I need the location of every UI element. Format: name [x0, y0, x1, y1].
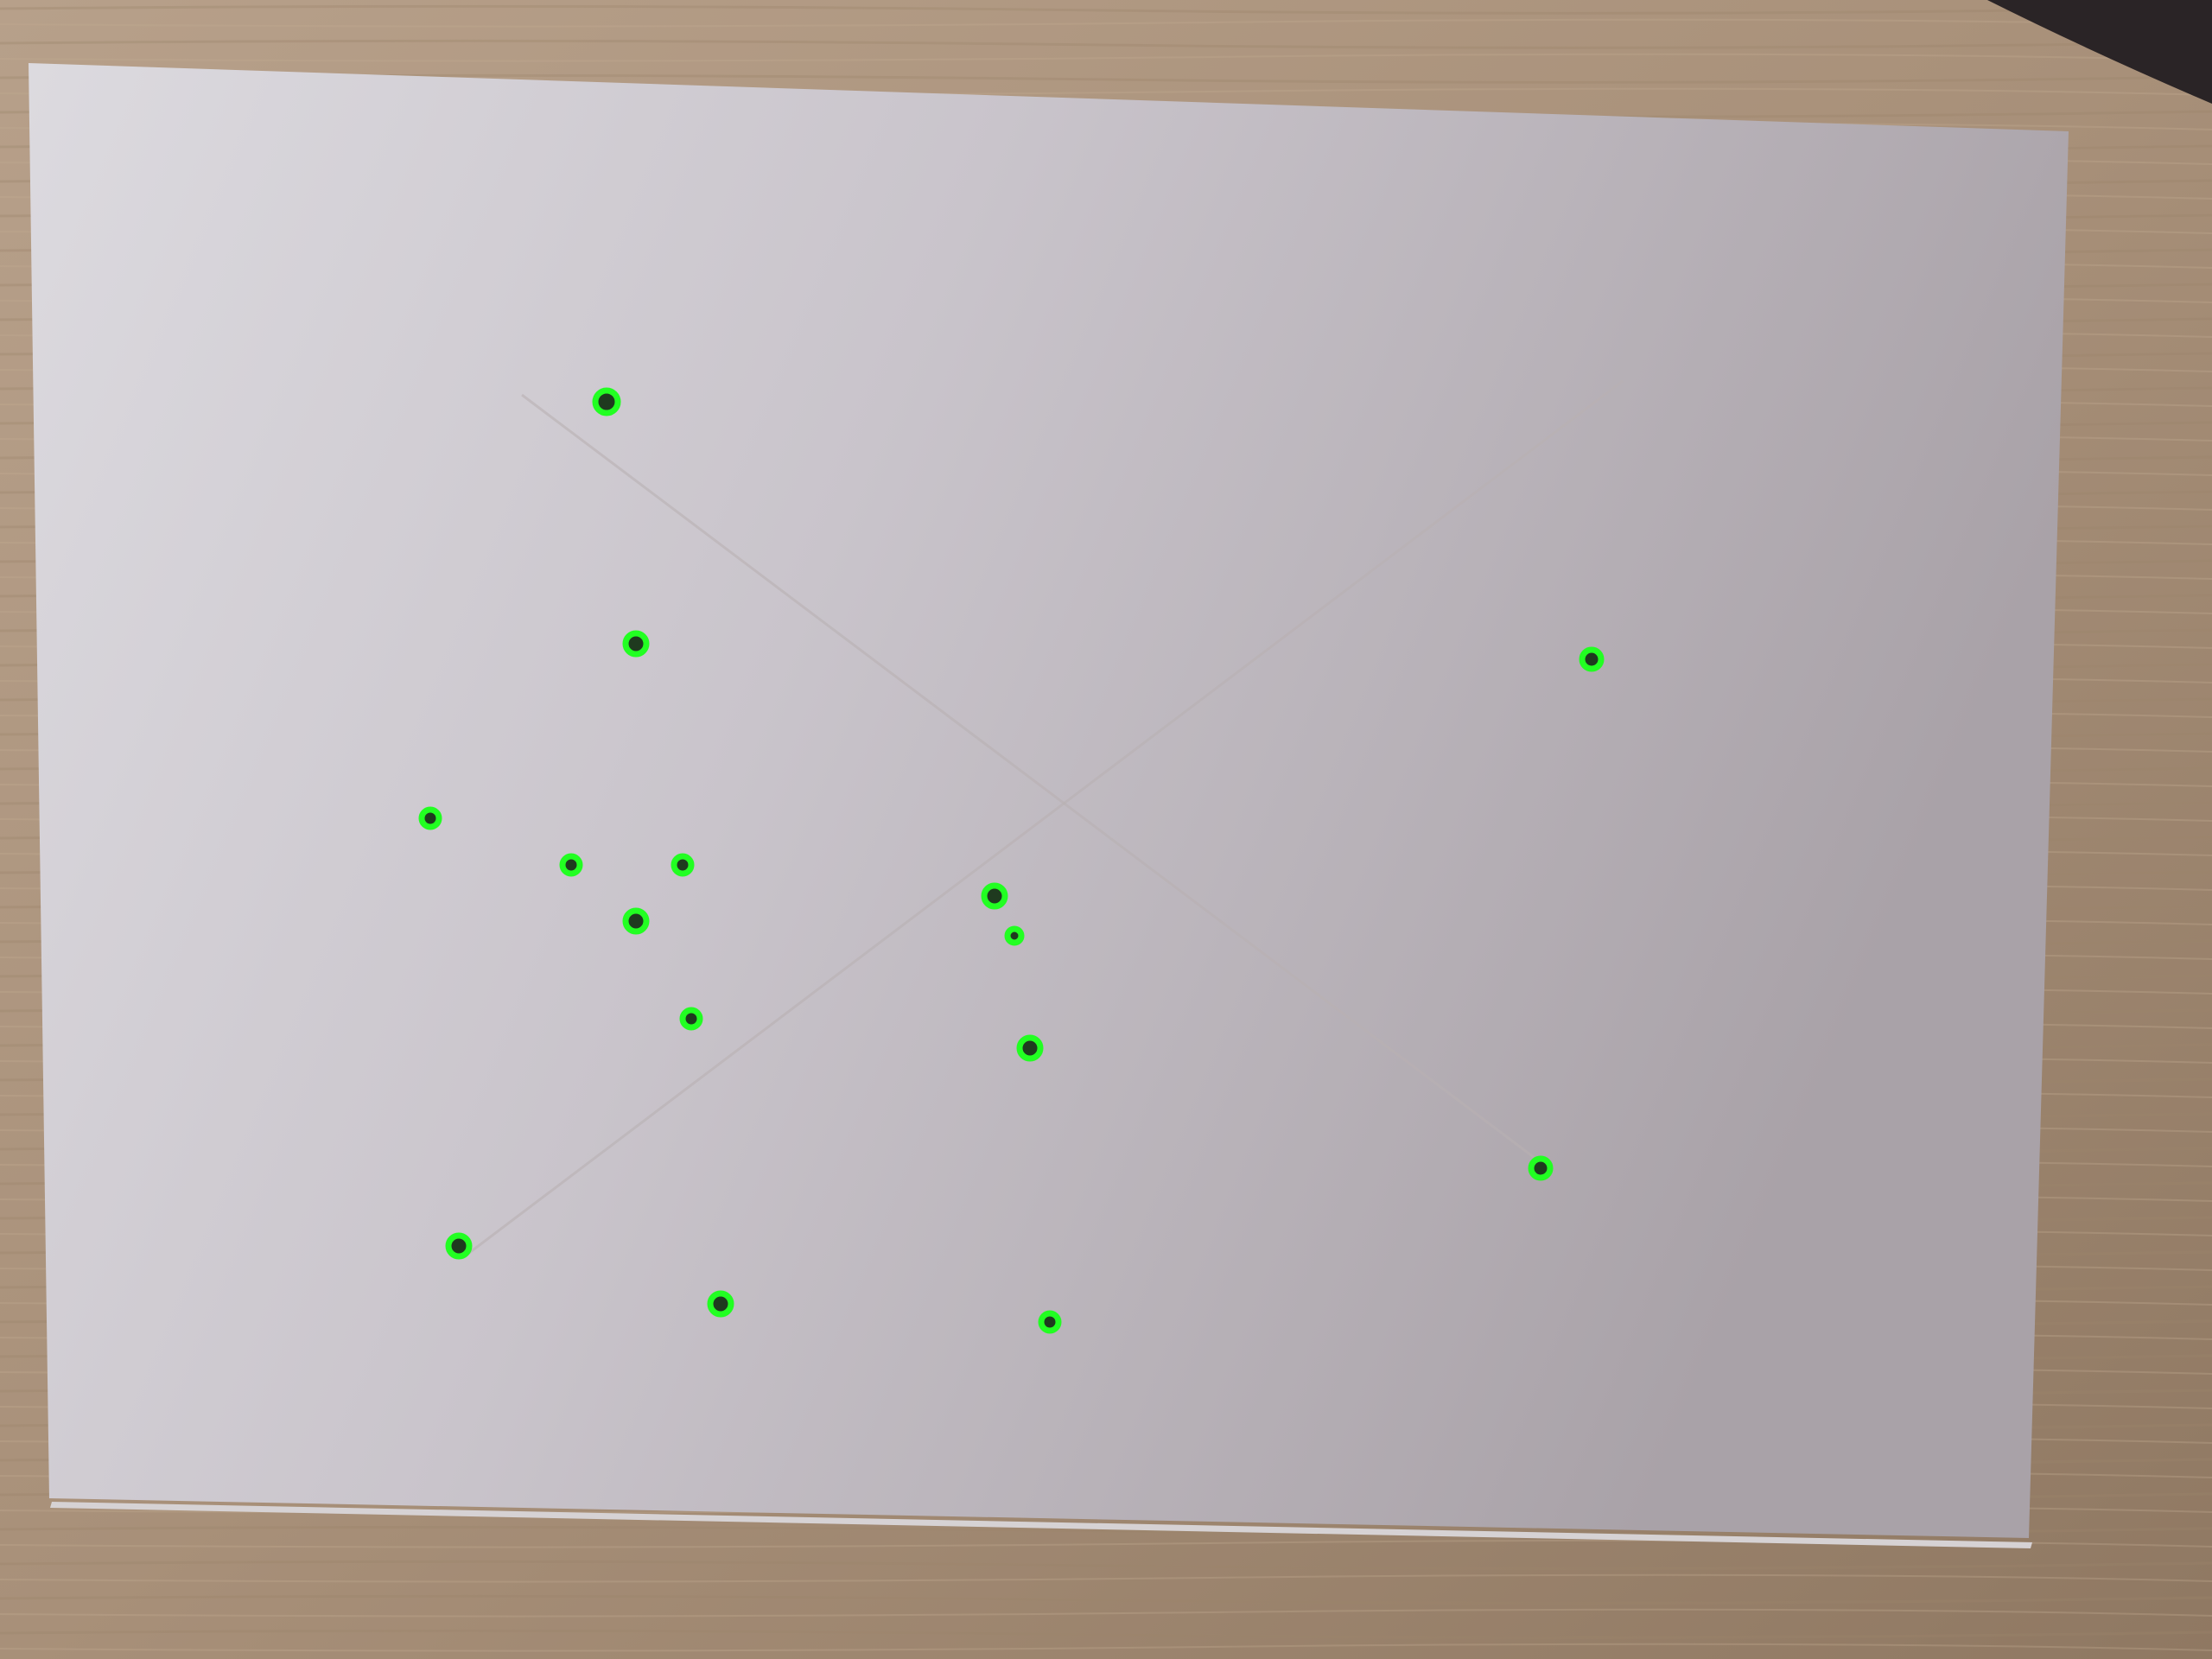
point-marker — [679, 1007, 703, 1031]
point-marker — [1528, 1155, 1554, 1181]
point-marker — [1004, 925, 1025, 946]
point-marker — [671, 853, 695, 877]
pencil-line — [521, 393, 1553, 1173]
point-marker — [981, 882, 1008, 910]
pencil-line — [465, 379, 1624, 1257]
point-marker — [592, 387, 621, 416]
point-marker — [445, 1232, 473, 1260]
paper-stack-edge — [50, 1502, 2032, 1548]
point-marker — [559, 853, 583, 877]
point-marker — [1038, 1310, 1062, 1334]
detected-points — [418, 387, 1605, 1334]
point-marker — [1016, 1034, 1044, 1062]
point-marker — [418, 806, 442, 830]
point-marker — [1579, 646, 1605, 672]
point-marker — [707, 1290, 734, 1318]
point-marker — [622, 630, 650, 658]
point-marker — [622, 907, 650, 935]
dark-corner — [1987, 0, 2212, 104]
paper-sheet — [29, 63, 2069, 1538]
